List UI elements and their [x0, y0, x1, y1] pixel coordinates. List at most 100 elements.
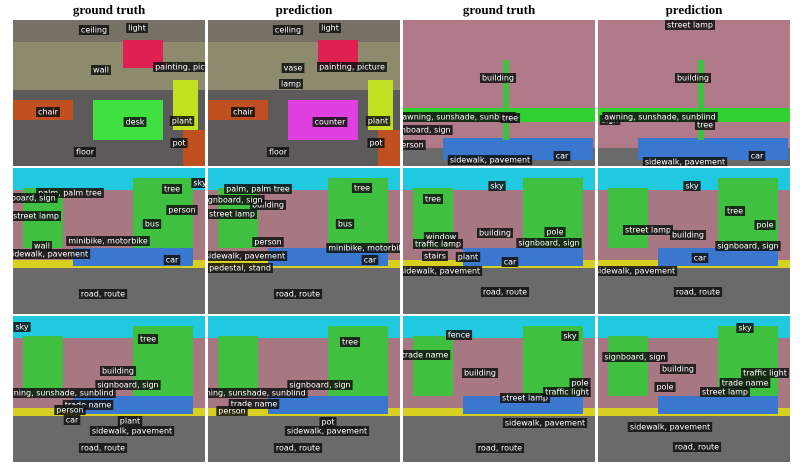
segment-label: ceiling	[81, 26, 107, 35]
segment-label: person	[396, 141, 423, 150]
label-background	[365, 116, 391, 126]
segment-label: pole	[756, 221, 773, 230]
segment-label: building	[677, 74, 709, 83]
label-background	[748, 151, 766, 161]
label-background	[674, 73, 712, 83]
label-background	[166, 205, 198, 215]
segment-label: building	[662, 365, 694, 374]
segment-label: tree	[342, 338, 358, 347]
segment-label: awning, sunshade, sunblind	[194, 389, 306, 398]
label-background	[403, 125, 453, 135]
label-background	[13, 322, 31, 332]
label-background	[13, 249, 91, 259]
segment-label: road, route	[276, 444, 320, 453]
segment-label: tree	[140, 335, 156, 344]
label-background	[543, 387, 591, 397]
segment	[413, 336, 453, 396]
segment	[183, 130, 205, 166]
segment	[698, 60, 704, 140]
label-background	[266, 147, 290, 157]
segment-label: sidewalk, pavement	[630, 423, 710, 432]
label-background	[231, 107, 255, 117]
segment-label: signboard, sign	[97, 381, 158, 390]
label-background	[281, 63, 305, 73]
label-background	[479, 73, 517, 83]
label-background	[317, 62, 387, 72]
segment-label: car	[66, 416, 79, 425]
label-background	[724, 206, 746, 216]
segment-label: trade name	[231, 400, 278, 409]
segment-label: tree	[164, 185, 180, 194]
label-background	[91, 65, 111, 75]
segment-label: fence	[448, 331, 470, 340]
label-background	[339, 337, 361, 347]
label-layer: palm, palm tree tree sky signboard, sign str…	[13, 178, 205, 299]
label-background	[659, 364, 697, 374]
label-background	[249, 200, 287, 210]
label-background	[208, 209, 257, 219]
segment-label: chair	[38, 108, 59, 117]
segment-label: minibike, motorbike	[68, 237, 148, 246]
segment-label: car	[751, 152, 764, 161]
segment-label: desk	[126, 118, 145, 127]
label-background	[99, 366, 137, 376]
label-background	[502, 418, 588, 428]
segment	[218, 336, 258, 396]
segment-label: sidewalk, pavement	[287, 427, 367, 436]
label-background	[569, 378, 591, 388]
segment-label: tree	[727, 207, 743, 216]
segment-label: pot	[369, 139, 382, 148]
label-background	[319, 23, 341, 33]
label-background	[208, 251, 288, 261]
segment-label: pedestal, stand	[209, 264, 271, 273]
segment-label: painting, picture	[319, 63, 385, 72]
segment	[598, 411, 790, 462]
label-background	[736, 323, 754, 333]
segment	[23, 336, 63, 396]
label-background	[413, 239, 463, 249]
segment-label: awning, sunshade, sunblind	[2, 389, 114, 398]
segment-label: light	[128, 24, 146, 33]
segment-label: sidewalk, pavement	[505, 419, 585, 428]
label-background	[273, 443, 323, 453]
label-background	[367, 138, 385, 148]
segment-label: road, route	[81, 444, 125, 453]
segment-label: bus	[338, 220, 352, 229]
segment-label: sidewalk, pavement	[595, 267, 675, 276]
label-layer: fence sky trade name building street lamptra…	[402, 330, 591, 453]
label-background	[36, 107, 60, 117]
segment-label: street lamp	[13, 212, 59, 221]
label-background	[287, 380, 353, 390]
segment	[608, 336, 648, 396]
segment-label: sidewalk, pavement	[400, 267, 480, 276]
segment-label: road, route	[676, 288, 720, 297]
label-background	[126, 23, 148, 33]
segment-label: road, route	[276, 290, 320, 299]
label-background	[623, 225, 673, 235]
label-background	[516, 238, 582, 248]
label-background	[153, 62, 205, 72]
label-background	[273, 289, 323, 299]
label-background	[161, 184, 183, 194]
segment-label: pot	[321, 418, 334, 427]
segment	[208, 20, 400, 42]
segment-label: light	[321, 24, 339, 33]
segment-label: trade name	[402, 351, 449, 360]
segment-label: road, route	[478, 444, 522, 453]
segment-label: car	[364, 256, 377, 265]
segment-label: stairs	[424, 252, 446, 261]
segment-label: car	[504, 258, 517, 267]
segment-label: street lamp	[702, 388, 748, 397]
label-background	[224, 184, 292, 194]
segment-label: painting, picture	[155, 63, 221, 72]
label-background	[627, 422, 713, 432]
label-background	[544, 227, 566, 237]
segment-label: minibike, motorbike	[328, 244, 408, 253]
column-header: prediction	[276, 2, 334, 17]
segment-label: street lamp	[667, 21, 713, 30]
segment-label: street lamp	[625, 226, 671, 235]
segment-label: sky	[563, 332, 577, 341]
segment-label: building	[102, 367, 134, 376]
segment-label: traffic lamp	[415, 240, 461, 249]
